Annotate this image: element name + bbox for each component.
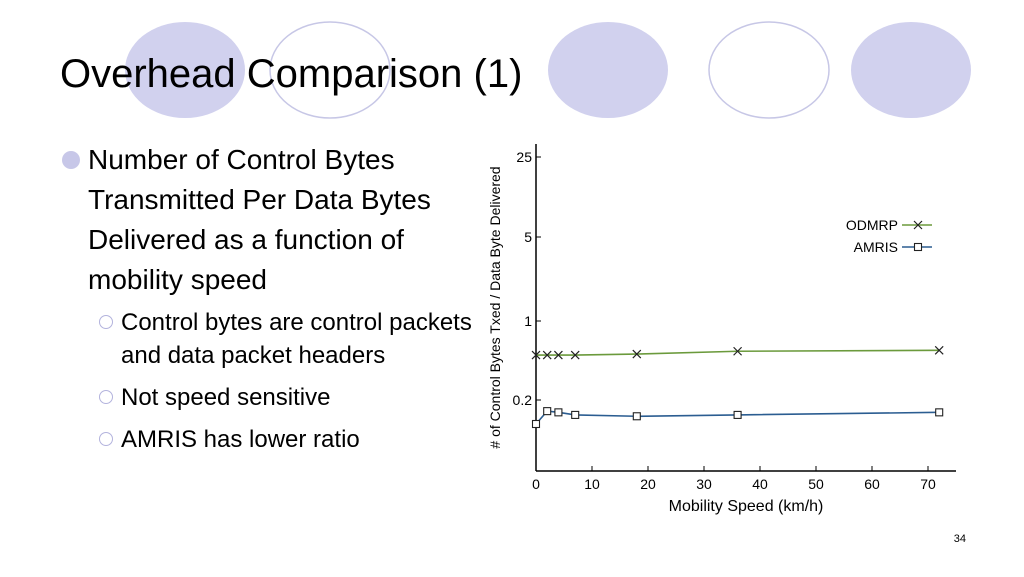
sub-bullet-list: Control bytes are control packets and da… bbox=[60, 306, 480, 456]
y-axis-label: # of Control Bytes Txed / Data Byte Deli… bbox=[487, 166, 503, 448]
data-point-odmrp bbox=[632, 349, 642, 359]
hollow-circle-bullet-icon bbox=[99, 390, 113, 404]
y-tick-label: 25 bbox=[516, 149, 532, 165]
y-tick-label: 0.2 bbox=[513, 392, 533, 408]
decorative-circles bbox=[125, 21, 971, 119]
y-tick-label: 5 bbox=[524, 229, 532, 245]
x-tick-label: 30 bbox=[696, 476, 712, 492]
data-point-amris bbox=[543, 407, 552, 416]
x-tick-label: 40 bbox=[752, 476, 768, 492]
x-tick-label: 0 bbox=[532, 476, 540, 492]
legend-marker bbox=[913, 220, 923, 230]
hollow-circle-bullet-icon bbox=[99, 432, 113, 446]
bullet-list: Number of Control Bytes Transmitted Per … bbox=[60, 140, 480, 465]
data-point-odmrp bbox=[553, 350, 563, 360]
data-point-amris bbox=[531, 419, 541, 429]
deco-circle-filled bbox=[548, 22, 668, 118]
data-point-amris bbox=[571, 410, 580, 419]
y-tick-label: 1 bbox=[524, 313, 532, 329]
x-tick-label: 60 bbox=[864, 476, 880, 492]
sub-bullet-text: Not speed sensitive bbox=[121, 384, 331, 411]
legend-marker bbox=[913, 242, 923, 252]
sub-bullet-item: AMRIS has lower ratio bbox=[96, 423, 480, 456]
page-title: Overhead Comparison (1) bbox=[60, 52, 523, 96]
legend-label: ODMRP bbox=[846, 217, 898, 233]
data-point-odmrp bbox=[733, 346, 743, 356]
sub-bullet-text: AMRIS has lower ratio bbox=[121, 426, 360, 453]
x-tick-label: 20 bbox=[640, 476, 656, 492]
bullet-dot-icon bbox=[62, 151, 80, 169]
data-point-odmrp bbox=[934, 345, 944, 355]
legend-label: AMRIS bbox=[854, 239, 898, 255]
bullet-text: Number of Control Bytes Transmitted Per … bbox=[88, 144, 431, 295]
deco-circle-outline bbox=[269, 21, 391, 119]
data-point-amris bbox=[632, 412, 641, 421]
x-tick-label: 70 bbox=[920, 476, 936, 492]
x-axis-label: Mobility Speed (km/h) bbox=[669, 498, 824, 515]
x-tick-label: 10 bbox=[584, 476, 600, 492]
data-point-amris bbox=[935, 408, 944, 417]
deco-circle-outline bbox=[708, 21, 830, 119]
data-point-odmrp bbox=[570, 350, 580, 360]
data-point-amris bbox=[733, 410, 742, 419]
bullet-item-main: Number of Control Bytes Transmitted Per … bbox=[60, 140, 480, 300]
hollow-circle-bullet-icon bbox=[99, 315, 113, 329]
data-point-odmrp bbox=[542, 350, 552, 360]
sub-bullet-item: Control bytes are control packets and da… bbox=[96, 306, 480, 372]
overhead-chart: 0 10 20 30 40 50 60 70 0.2 1 5 25 Mobility Speed (km… bbox=[487, 144, 956, 515]
sub-bullet-text: Control bytes are control packets and da… bbox=[121, 309, 472, 369]
deco-circle-filled bbox=[851, 22, 971, 118]
data-point-odmrp bbox=[531, 350, 541, 360]
deco-circle-filled bbox=[125, 22, 245, 118]
x-tick-label: 50 bbox=[808, 476, 824, 492]
data-point-amris bbox=[554, 408, 563, 417]
sub-bullet-item: Not speed sensitive bbox=[96, 381, 480, 414]
page-number: 34 bbox=[953, 533, 966, 545]
